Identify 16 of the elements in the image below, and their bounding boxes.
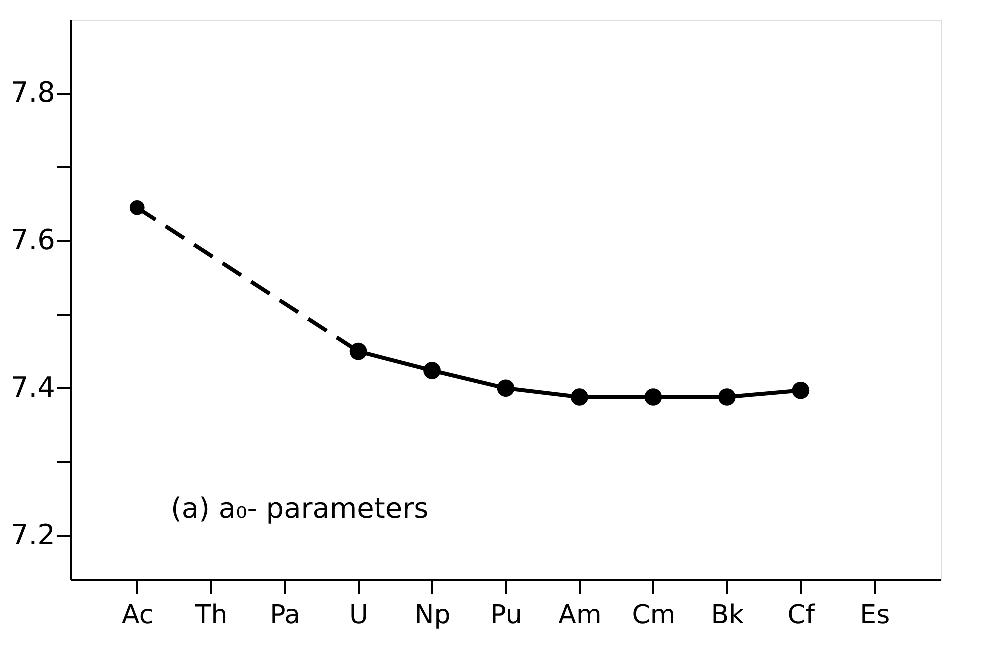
y-tick-label: 7.6 bbox=[10, 224, 56, 257]
x-tick-label: Am bbox=[558, 600, 602, 630]
x-tick-label: Bk bbox=[711, 600, 744, 630]
y-tick-label: 7.4 bbox=[10, 370, 56, 404]
x-tick-label: Pu bbox=[490, 600, 522, 630]
x-tick-label: Es bbox=[860, 600, 890, 630]
x-tick-label: Pa bbox=[270, 600, 301, 630]
y-tick-label: 7.8 bbox=[10, 76, 56, 110]
x-tick-label: Ac bbox=[122, 600, 154, 630]
x-tick-label: Th bbox=[194, 600, 228, 630]
x-tick-label: Cf bbox=[788, 600, 816, 630]
y-tick-label: 7.2 bbox=[10, 518, 56, 552]
x-tick-label: U bbox=[350, 600, 369, 630]
x-tick-label: Np bbox=[414, 600, 451, 630]
x-tick-label: Cm bbox=[632, 600, 676, 630]
annotation: (a) a₀- parameters bbox=[171, 492, 429, 525]
